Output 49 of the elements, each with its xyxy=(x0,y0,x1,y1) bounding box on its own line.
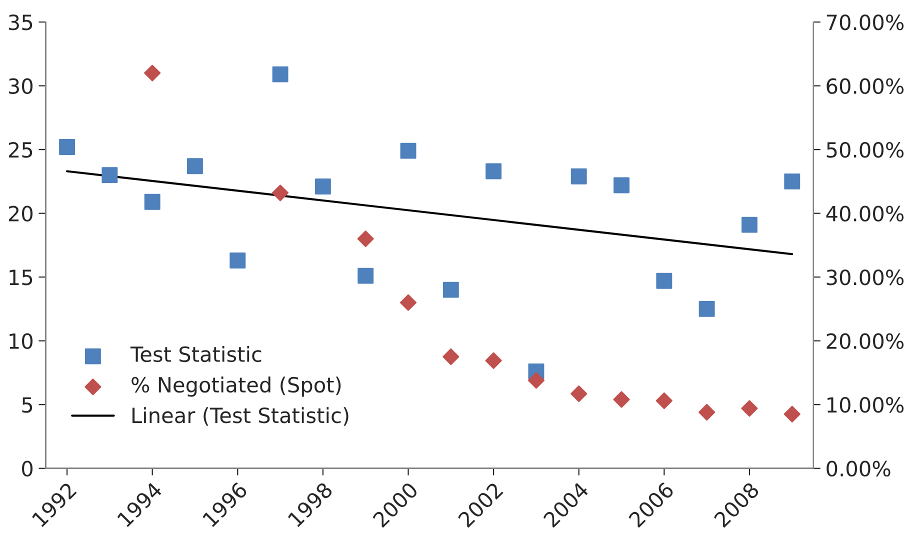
legend-label: Linear (Test Statistic) xyxy=(132,407,348,426)
point xyxy=(485,352,502,369)
y-tick-label: 15 xyxy=(10,270,32,286)
point xyxy=(741,400,758,417)
y-tick-label: 35 xyxy=(8,14,32,30)
y-tick-label: 0 xyxy=(22,460,33,477)
point xyxy=(486,163,502,180)
y-tick-label: 30 xyxy=(8,78,33,94)
point xyxy=(144,194,160,210)
legend-label: Test Statistic xyxy=(130,346,262,362)
point xyxy=(784,406,800,422)
point xyxy=(272,184,289,202)
point xyxy=(400,294,417,311)
point xyxy=(614,177,630,194)
y2-tick-label: 0.00% xyxy=(826,460,890,477)
point xyxy=(784,173,800,190)
point xyxy=(230,252,246,268)
point xyxy=(59,139,76,155)
point xyxy=(358,268,374,284)
point xyxy=(698,300,715,317)
point xyxy=(742,216,758,233)
point xyxy=(656,272,672,289)
y-tick-label: 10 xyxy=(10,333,33,350)
y-tick-label: 25 xyxy=(8,142,32,158)
y2-tick-label: 10.00% xyxy=(828,397,904,413)
y2-tick-label: 70.00% xyxy=(826,14,904,30)
point xyxy=(528,372,545,389)
legend-label: % Negotiated (Spot) xyxy=(132,376,341,397)
y2-tick-label: 60.00% xyxy=(826,78,904,94)
point xyxy=(102,167,118,184)
y-tick-label: 5 xyxy=(22,397,32,413)
point xyxy=(570,168,587,184)
point xyxy=(570,385,588,402)
point xyxy=(400,142,416,159)
point xyxy=(314,178,331,195)
point xyxy=(272,66,288,82)
y2-tick-label: 50.00% xyxy=(826,142,904,158)
point xyxy=(442,348,460,366)
point xyxy=(442,282,459,298)
y2-tick-label: 40.00% xyxy=(826,206,904,222)
point xyxy=(613,391,630,408)
point xyxy=(144,64,161,82)
y-tick-label: 20 xyxy=(8,206,33,222)
y2-tick-label: 30.00% xyxy=(826,270,904,286)
point xyxy=(187,158,203,174)
point xyxy=(656,392,672,410)
point xyxy=(357,230,374,248)
y2-tick-label: 20.00% xyxy=(826,333,904,350)
point xyxy=(698,404,716,421)
